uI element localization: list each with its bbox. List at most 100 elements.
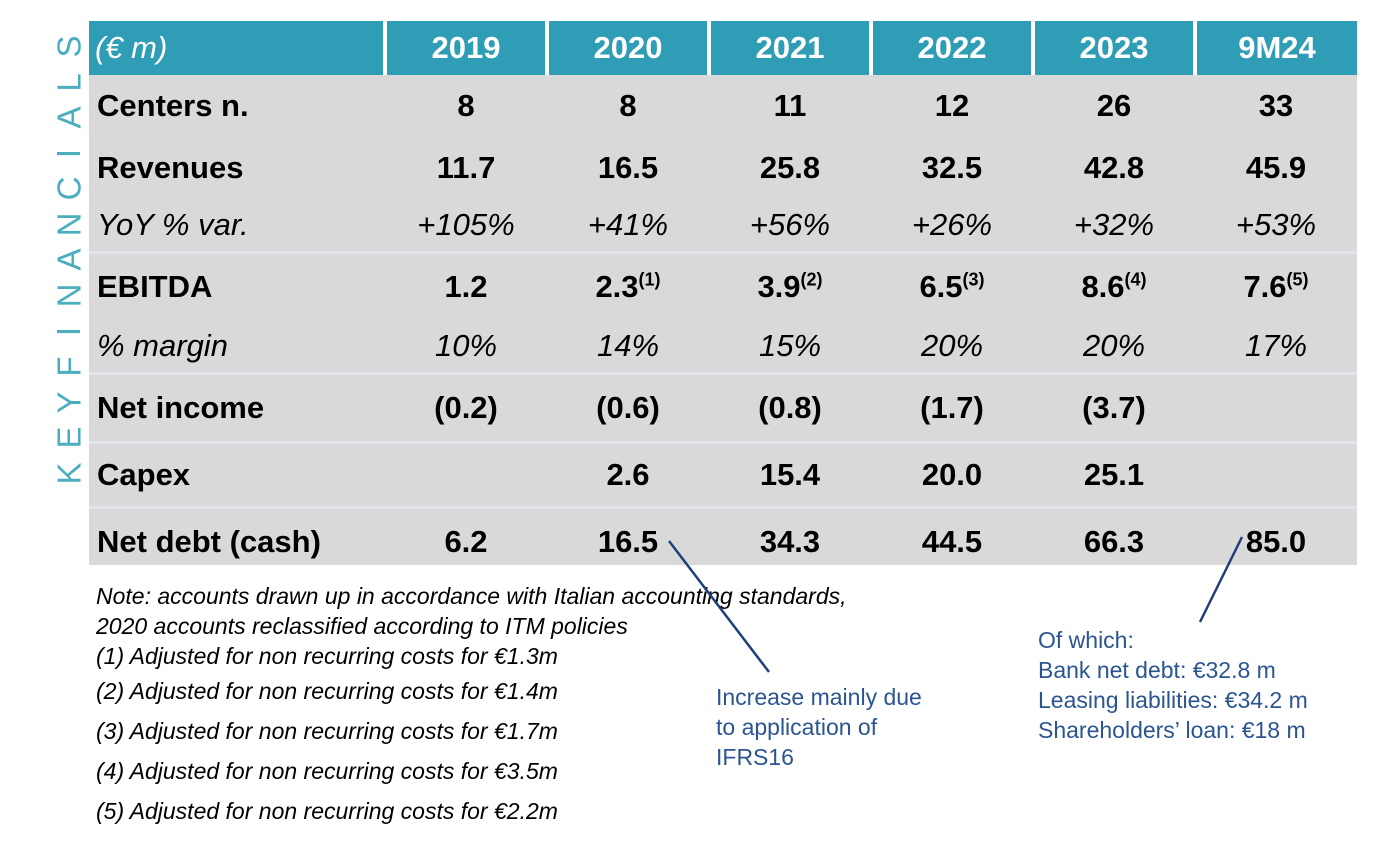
cell-value: 2.6	[606, 457, 650, 492]
table-cell: 34.3	[709, 508, 871, 576]
net-debt-connector-line	[1198, 536, 1244, 623]
table-cell: 17%	[1195, 320, 1357, 375]
table-cell: 42.8	[1033, 137, 1195, 199]
footnote: (3) Adjusted for non recurring costs for…	[96, 718, 558, 744]
callout-line: Increase mainly due	[716, 684, 922, 710]
cell-value: (0.8)	[758, 390, 822, 425]
table-cell: 25.1	[1033, 442, 1195, 509]
table-cell: 1.2	[385, 253, 547, 321]
footnote: (2) Adjusted for non recurring costs for…	[96, 678, 558, 704]
table-cell: 44.5	[871, 508, 1033, 576]
cell-value: 17%	[1244, 328, 1308, 363]
cell-value: (0.6)	[596, 390, 660, 425]
table-cell: 2.6	[547, 442, 709, 509]
table-cell: 20.0	[871, 442, 1033, 509]
year-header: 2022	[871, 21, 1035, 75]
cell-value: (3.7)	[1082, 390, 1146, 425]
table-row: Revenues 11.7 16.5 25.8 32.5 42.8 45.9	[89, 137, 1357, 199]
year-header: 2021	[709, 21, 873, 75]
table-row: Net debt (cash) 6.2 16.5 34.3 44.5 66.3 85.0	[89, 508, 1357, 576]
callout-line: Shareholders’ loan: €18 m	[1038, 717, 1306, 743]
table-cell: 11.7	[385, 137, 547, 199]
cell-value: 1.2	[444, 269, 488, 304]
cell-value: +41%	[587, 207, 669, 242]
table-cell: +41%	[547, 199, 709, 254]
cell-value: 85.0	[1245, 524, 1307, 559]
cell-value: 66.3	[1083, 524, 1145, 559]
table-cell: (3.7)	[1033, 373, 1195, 444]
table-cell: (0.8)	[709, 373, 871, 444]
cell-value: 6.2	[444, 524, 488, 559]
cell-value: +56%	[749, 207, 831, 242]
table-cell: 33	[1195, 75, 1357, 137]
cell-value: +53%	[1235, 207, 1317, 242]
cell-value: 34.3	[759, 524, 821, 559]
table-row: Capex 2.6 15.4 20.0 25.1	[89, 442, 1357, 509]
ifrs16-connector-line	[668, 540, 770, 673]
cell-value: +26%	[911, 207, 993, 242]
cell-value: (0.2)	[434, 390, 498, 425]
table-cell: 66.3	[1033, 508, 1195, 576]
year-header: 2023	[1033, 21, 1197, 75]
cell-value: 10%	[434, 328, 498, 363]
table-row: Centers n. 8 8 11 12 26 33	[89, 75, 1357, 137]
table-cell	[1195, 373, 1357, 444]
table-row: YoY % var. +105% +41% +56% +26% +32% +53%	[89, 199, 1357, 254]
table-cell: 8	[385, 75, 547, 137]
cell-value: 15.4	[759, 457, 821, 492]
table-cell: 16.5	[547, 137, 709, 199]
table-cell: 7.6(5)	[1195, 253, 1357, 321]
cell-value: 16.5	[597, 524, 659, 559]
footnote-ref: (3)	[962, 269, 985, 290]
table-cell: 20%	[871, 320, 1033, 375]
row-label: Capex	[89, 442, 385, 509]
footnote-ref: (2)	[800, 269, 823, 290]
footnote-ref: (5)	[1286, 269, 1309, 290]
table-cell: +26%	[871, 199, 1033, 254]
table-cell: 45.9	[1195, 137, 1357, 199]
table-cell: 32.5	[871, 137, 1033, 199]
cell-value: 8	[619, 88, 637, 123]
cell-value: 11	[773, 88, 807, 123]
year-header: 9M24	[1195, 21, 1357, 75]
row-label: Revenues	[97, 150, 244, 185]
callout-line: Leasing liabilities: €34.2 m	[1038, 687, 1308, 713]
row-label: Net debt (cash)	[97, 524, 321, 559]
table-cell: 10%	[385, 320, 547, 375]
cell-value: 44.5	[921, 524, 983, 559]
table-cell: 8	[547, 75, 709, 137]
cell-value: (1.7)	[920, 390, 984, 425]
cell-value: 20%	[920, 328, 984, 363]
table-row: Net income (0.2) (0.6) (0.8) (1.7) (3.7)	[89, 373, 1357, 444]
table-cell: +32%	[1033, 199, 1195, 254]
table-cell: 15%	[709, 320, 871, 375]
year-header: 2019	[385, 21, 549, 75]
row-label: % margin	[89, 320, 385, 375]
callout-line: Bank net debt: €32.8 m	[1038, 657, 1276, 683]
table-cell: 15.4	[709, 442, 871, 509]
notes: Note: accounts drawn up in accordance wi…	[96, 581, 847, 831]
cell-value: 7.6	[1243, 269, 1287, 304]
ifrs16-callout: Increase mainly due to application of IF…	[716, 682, 922, 772]
cell-value: 20%	[1082, 328, 1146, 363]
row-label: YoY % var.	[89, 199, 385, 254]
cell-value: 16.5	[597, 150, 659, 185]
cell-value: 26	[1096, 88, 1132, 123]
table-row: EBITDA 1.2 2.3(1) 3.9(2) 6.5(3) 8.6(4) 7.6(5)	[89, 253, 1357, 321]
table-cell: 14%	[547, 320, 709, 375]
footnote: (1) Adjusted for non recurring costs for…	[96, 643, 558, 669]
table-cell: +53%	[1195, 199, 1357, 254]
cell-value: 14%	[596, 328, 660, 363]
cell-value: 33	[1258, 88, 1294, 123]
table-cell: 6.2	[385, 508, 547, 576]
callout-line: IFRS16	[716, 744, 794, 770]
cell-value: 8.6	[1081, 269, 1125, 304]
table-cell	[1195, 442, 1357, 509]
cell-value: 11.7	[436, 150, 496, 185]
cell-value: 3.9	[757, 269, 801, 304]
row-label: EBITDA	[97, 269, 213, 304]
table-cell: 16.5	[547, 508, 709, 576]
header-row: (€ m) 2019 2020 2021 2022 2023 9M24	[89, 21, 1357, 75]
table-cell: 6.5(3)	[871, 253, 1033, 321]
